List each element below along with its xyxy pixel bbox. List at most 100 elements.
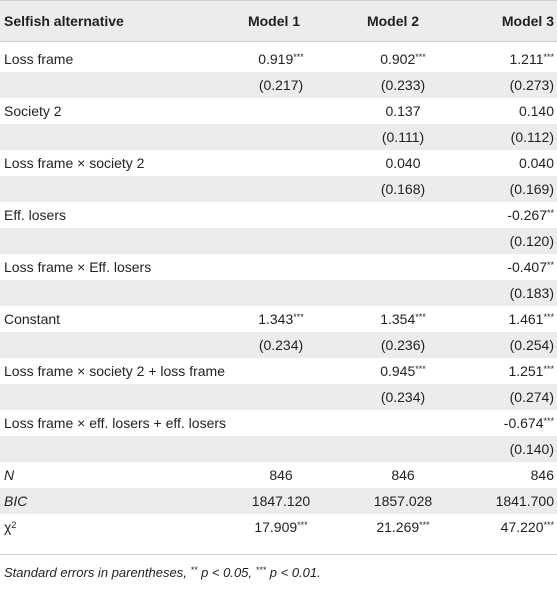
cell-value: (0.111) — [381, 129, 425, 145]
model-3-cell: 846 — [452, 462, 554, 488]
table-row: Loss frame × Eff. losers -0.407** — [0, 254, 557, 280]
model-1-cell: 1.343*** — [236, 306, 326, 332]
model-2-cell: 1.354*** — [358, 306, 448, 332]
cell-value: -0.674 — [503, 415, 544, 431]
table-row: (0.140) — [0, 436, 557, 462]
model-3-cell: 1.461*** — [452, 306, 554, 332]
row-label-text: N — [4, 467, 15, 483]
cell-value: (0.140) — [509, 441, 554, 457]
cell-value: (0.183) — [509, 285, 554, 301]
significance-stars: *** — [543, 364, 554, 374]
significance-stars: *** — [297, 520, 308, 530]
table-row: (0.234) (0.274) — [0, 384, 557, 410]
cell-value: 846 — [269, 467, 293, 483]
significance-stars: *** — [415, 364, 426, 374]
cell-value: 1857.028 — [373, 493, 433, 509]
model-1-cell: 1847.120 — [236, 488, 326, 514]
row-label-text: Eff. losers — [4, 207, 66, 223]
cell-value: (0.254) — [509, 337, 554, 353]
significance-stars: *** — [543, 312, 554, 322]
cell-value: -0.267 — [507, 207, 547, 223]
header-col2: Model 2 — [366, 13, 420, 29]
model-2-cell: (0.233) — [358, 72, 448, 98]
table-row: Constant 1.343*** 1.354*** 1.461*** — [0, 306, 557, 332]
row-label: Society 2 — [4, 98, 62, 124]
cell-value: 17.909 — [254, 519, 298, 535]
cell-value: (0.168) — [380, 181, 426, 197]
significance-stars: *** — [543, 416, 554, 426]
model-2-cell: 846 — [358, 462, 448, 488]
cell-value: 846 — [530, 467, 554, 483]
significance-stars: ** — [546, 260, 554, 270]
table-row: (0.111) (0.112) — [0, 124, 557, 150]
cell-value: 47.220 — [500, 519, 544, 535]
row-label: χ2 — [4, 514, 16, 540]
footnote-text: Standard errors in parentheses, — [4, 565, 191, 580]
cell-value: 1.251 — [508, 363, 544, 379]
row-label-text: Loss frame × society 2 + loss frame — [4, 363, 225, 379]
row-label: Loss frame — [4, 46, 73, 72]
model-3-cell: (0.169) — [452, 176, 554, 202]
cell-value: 1841.700 — [495, 493, 554, 509]
model-1-cell: 0.919*** — [236, 46, 326, 72]
model-2-cell: (0.236) — [358, 332, 448, 358]
model-2-cell: (0.234) — [358, 384, 448, 410]
row-label: Constant — [4, 306, 60, 332]
model-2-cell: 0.945*** — [358, 358, 448, 384]
cell-value: (0.236) — [380, 337, 426, 353]
cell-value: 0.945 — [380, 363, 416, 379]
model-2-cell: (0.111) — [358, 124, 448, 150]
model-3-cell: 1841.700 — [452, 488, 554, 514]
cell-value: 0.902 — [380, 51, 416, 67]
table-row: (0.120) — [0, 228, 557, 254]
row-label-text: BIC — [4, 493, 28, 509]
significance-stars: ** — [546, 208, 554, 218]
table-footnote: Standard errors in parentheses, ** p < 0… — [4, 565, 321, 580]
table-row: N 846 846 846 — [0, 462, 557, 488]
row-label: Loss frame × eff. losers + eff. losers — [4, 410, 226, 436]
row-label-text: Loss frame × Eff. losers — [4, 259, 152, 275]
model-3-cell: (0.112) — [452, 124, 554, 150]
model-3-cell: (0.140) — [452, 436, 554, 462]
row-label-text: Loss frame × society 2 — [4, 155, 145, 171]
model-3-cell: 47.220*** — [452, 514, 554, 540]
cell-value: 0.040 — [385, 155, 421, 171]
model-3-cell: 1.211*** — [452, 46, 554, 72]
cell-value: 1.354 — [380, 311, 416, 327]
cell-value: (0.273) — [509, 77, 554, 93]
table-row: Loss frame × society 2 + loss frame 0.945… — [0, 358, 557, 384]
header-rule — [0, 41, 557, 42]
header-col1: Model 1 — [247, 13, 301, 29]
model-2-cell: 0.040 — [358, 150, 448, 176]
cell-value: 0.137 — [385, 103, 421, 119]
model-3-cell: (0.120) — [452, 228, 554, 254]
cell-value: 1.343 — [258, 311, 294, 327]
table-row: Loss frame × eff. losers + eff. losers -0… — [0, 410, 557, 436]
table-row: (0.168) (0.169) — [0, 176, 557, 202]
table-row: Eff. losers -0.267** — [0, 202, 557, 228]
row-label-text: χ — [4, 519, 12, 535]
row-label: BIC — [4, 488, 27, 514]
model-1-cell: 17.909*** — [236, 514, 326, 540]
model-3-cell: (0.254) — [452, 332, 554, 358]
significance-stars: *** — [415, 312, 426, 322]
header-col0: Selfish alternative — [4, 13, 124, 29]
model-2-cell: 21.269*** — [358, 514, 448, 540]
model-1-cell: 846 — [236, 462, 326, 488]
significance-stars: *** — [415, 52, 426, 62]
model-3-cell: (0.183) — [452, 280, 554, 306]
footnote-stars-3: *** — [255, 565, 267, 575]
significance-stars: *** — [543, 52, 554, 62]
table-header: Selfish alternative Model 1 Model 2 Mode… — [0, 1, 557, 41]
cell-value: (0.169) — [509, 181, 554, 197]
model-3-cell: (0.274) — [452, 384, 554, 410]
cell-value: (0.120) — [509, 233, 554, 249]
table-row: Society 2 0.137 0.140 — [0, 98, 557, 124]
model-2-cell: 0.902*** — [358, 46, 448, 72]
row-label-superscript: 2 — [11, 520, 17, 530]
footnote-text: p < 0.01. — [266, 565, 321, 580]
bottom-rule — [0, 554, 557, 555]
model-3-cell: -0.267** — [452, 202, 554, 228]
model-3-cell: -0.407** — [452, 254, 554, 280]
row-label: Eff. losers — [4, 202, 66, 228]
